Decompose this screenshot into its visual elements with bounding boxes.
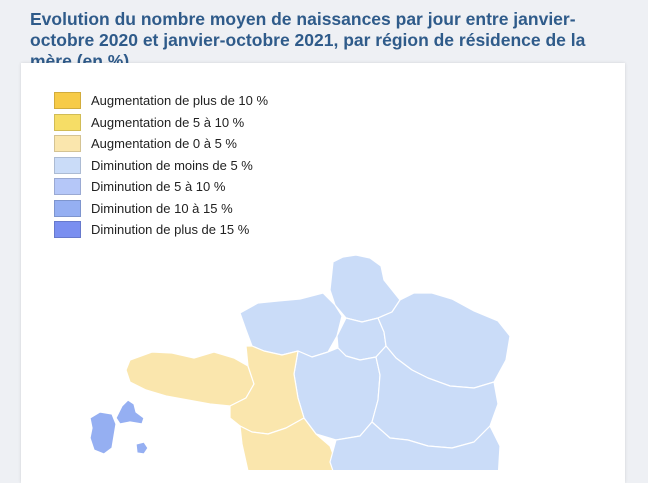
legend-item-decrease-under-5[interactable]: Diminution de moins de 5 % bbox=[54, 155, 268, 177]
legend-swatch bbox=[54, 221, 81, 239]
legend-item-increase-0-5[interactable]: Augmentation de 0 à 5 % bbox=[54, 133, 268, 155]
legend-label: Diminution de 5 à 10 % bbox=[91, 179, 226, 195]
legend-swatch bbox=[54, 178, 81, 196]
region-guadeloupe[interactable]: Guadeloupe bbox=[89, 399, 145, 455]
region-auvergne-rhone-alpes[interactable]: Bourgogne-Franche-Comté bbox=[329, 421, 501, 470]
legend-swatch bbox=[54, 113, 81, 131]
legend-label: Diminution de plus de 15 % bbox=[91, 222, 250, 238]
legend-label: Augmentation de plus de 10 % bbox=[91, 93, 269, 109]
legend-item-decrease-5-10[interactable]: Diminution de 5 à 10 % bbox=[54, 176, 268, 198]
france-map: Hauts-de-France Normandie Île-de-France … bbox=[89, 254, 511, 470]
legend-item-decrease-10-15[interactable]: Diminution de 10 à 15 % bbox=[54, 198, 268, 220]
region-marie-galante[interactable]: Guadeloupe bbox=[135, 441, 149, 455]
legend-item-increase-5-10[interactable]: Augmentation de 5 à 10 % bbox=[54, 112, 268, 134]
legend-label: Augmentation de 0 à 5 % bbox=[91, 136, 237, 152]
legend-item-increase-over-10[interactable]: Augmentation de plus de 10 % bbox=[54, 90, 268, 112]
legend-item-decrease-over-15[interactable]: Diminution de plus de 15 % bbox=[54, 219, 268, 241]
region-hauts-de-france[interactable]: Hauts-de-France bbox=[329, 254, 401, 323]
legend-label: Diminution de 10 à 15 % bbox=[91, 200, 233, 216]
region-nouvelle-aquitaine[interactable]: Nouvelle-Aquitaine bbox=[239, 417, 337, 470]
legend-swatch bbox=[54, 135, 81, 153]
legend-label: Diminution de moins de 5 % bbox=[91, 157, 253, 173]
legend-swatch bbox=[54, 199, 81, 217]
map-legend: Augmentation de plus de 10 % Augmentatio… bbox=[54, 90, 268, 241]
legend-swatch bbox=[54, 92, 81, 110]
legend-label: Augmentation de 5 à 10 % bbox=[91, 114, 245, 130]
legend-swatch bbox=[54, 156, 81, 174]
region-bretagne[interactable]: Bretagne bbox=[125, 351, 255, 407]
